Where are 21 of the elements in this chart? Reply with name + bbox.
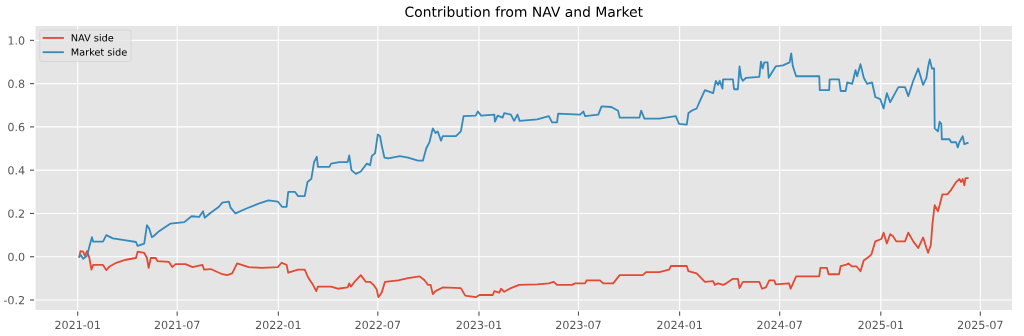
x-tick-label: 2021-01: [55, 320, 100, 330]
x-tick-label: 2024-07: [757, 320, 802, 330]
y-tick-label: 0.6: [8, 122, 25, 132]
y-tick-label: 1.0: [8, 36, 25, 45]
y-tick-label: -0.2: [3, 295, 24, 305]
line-series: [78, 177, 969, 299]
x-tick-label: 2023-07: [556, 320, 601, 330]
x-tick-label: 2025-07: [957, 320, 1003, 330]
legend-label: NAV side: [71, 33, 114, 42]
x-tick-label: 2022-07: [355, 320, 401, 330]
y-tick-label: 0.8: [8, 79, 25, 88]
x-tick-label: 2022-01: [255, 320, 301, 330]
x-tick-label: 2025-01: [858, 320, 903, 330]
legend-label: Market side: [71, 48, 127, 56]
y-tick-label: 0.4: [8, 166, 25, 175]
x-tick-label: 2023-01: [456, 320, 502, 330]
x-tick-label: 2021-07: [154, 320, 200, 330]
y-tick-label: 0.0: [8, 252, 25, 262]
y-tick-label: 0.2: [8, 209, 24, 218]
x-tick-label: 2024-01: [657, 320, 702, 330]
chart-title: Contribution from NAV and Market: [405, 6, 643, 18]
